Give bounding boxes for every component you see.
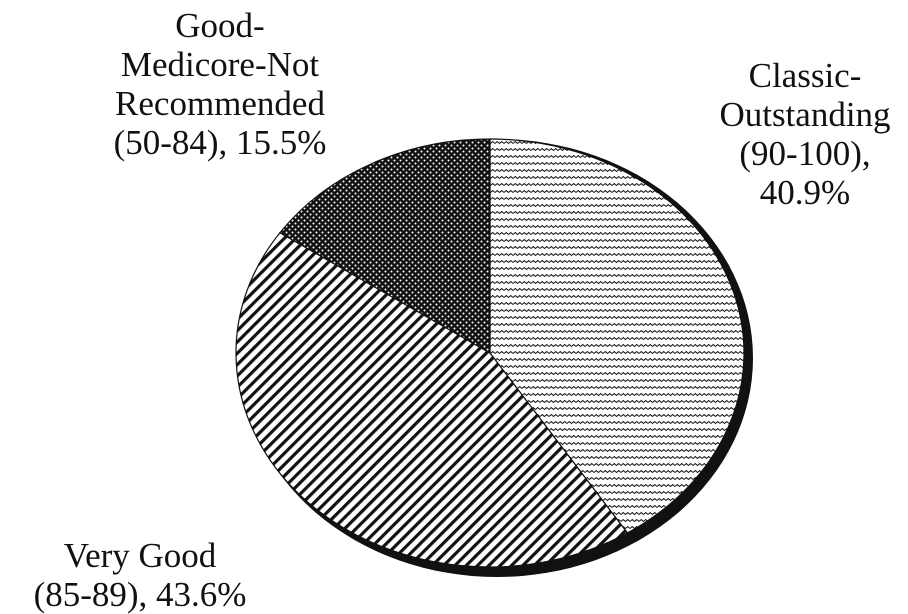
pie-slice-1 (235, 231, 629, 568)
pie-slice-2 (279, 138, 491, 355)
slice-label-very-good: Very Good (85-89), 43.6% (33, 536, 247, 614)
pie-slice-0 (489, 138, 745, 534)
slice-label-good-medicore: Good- Medicore-Not Recommended (50-84), … (113, 6, 327, 162)
slice-label-classic-outstanding: Classic- Outstanding (90-100), 40.9% (719, 56, 891, 212)
